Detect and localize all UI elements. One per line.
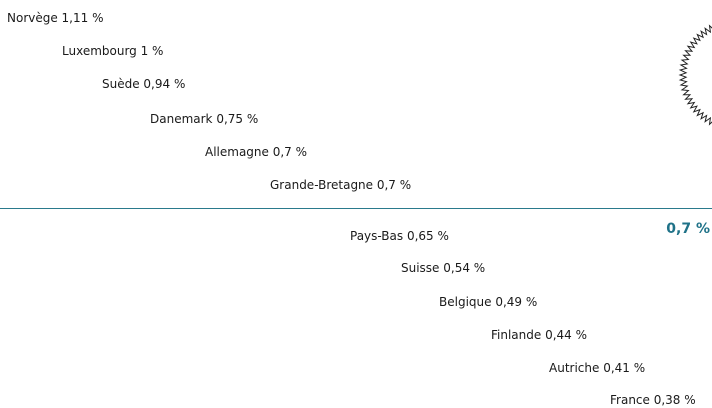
country-item: Suisse 0,54 %: [401, 261, 486, 275]
country-item: Finlande 0,44 %: [491, 328, 588, 342]
country-item: France 0,38 %: [610, 393, 696, 407]
country-item: Suède 0,94 %: [102, 77, 186, 91]
country-item: Danemark 0,75 %: [150, 112, 259, 126]
country-item: Pays-Bas 0,65 %: [350, 229, 449, 243]
country-item: Allemagne 0,7 %: [205, 145, 308, 159]
country-item: Belgique 0,49 %: [439, 295, 538, 309]
threshold-line: [0, 208, 712, 209]
country-item: Autriche 0,41 %: [549, 361, 646, 375]
zigzag-circle: [678, 24, 712, 126]
decoration: [678, 24, 712, 126]
country-item: Norvège 1,11 %: [7, 11, 104, 25]
threshold-label: 0,7 %: [666, 221, 710, 237]
country-item: Luxembourg 1 %: [62, 44, 164, 58]
country-item: Grande-Bretagne 0,7 %: [270, 178, 412, 192]
